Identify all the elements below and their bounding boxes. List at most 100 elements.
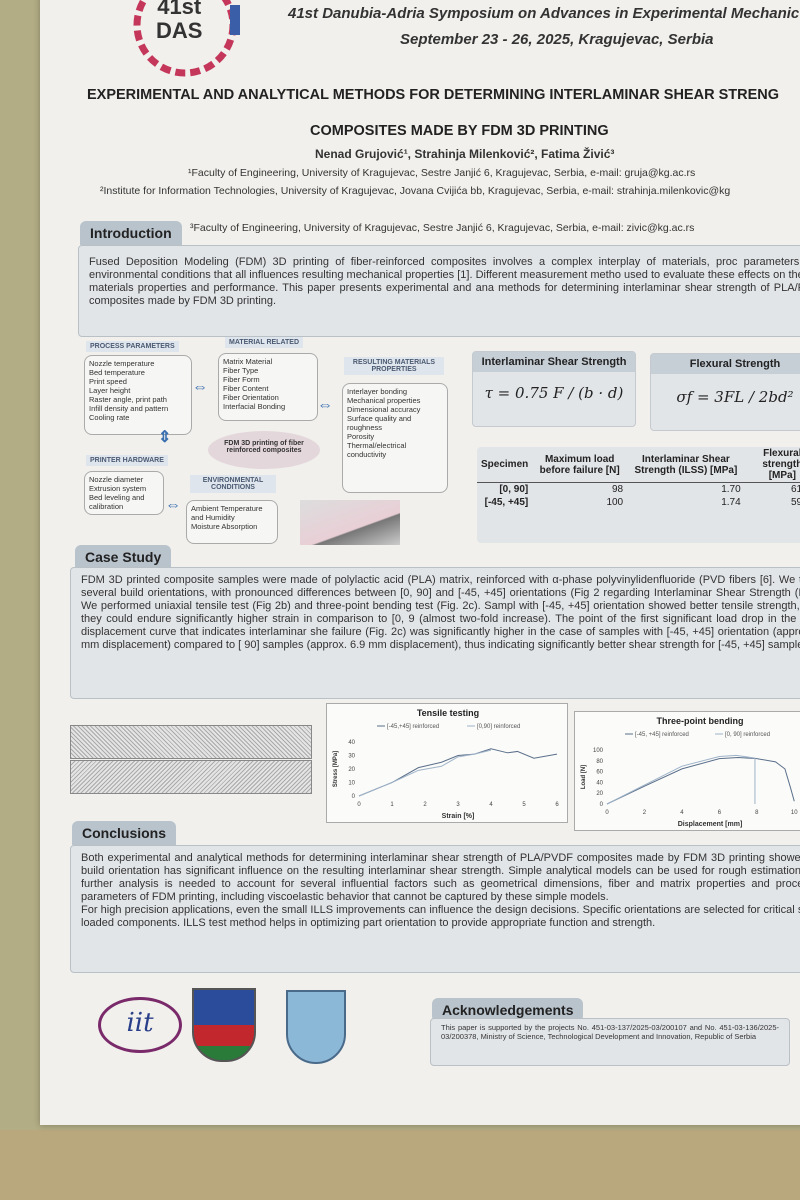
column-header: Maximum load before failure [N] — [539, 453, 620, 476]
introduction-text: Fused Deposition Modeling (FDM) 3D print… — [78, 245, 800, 337]
double-arrow-icon: ⇔ — [317, 397, 333, 414]
x-tick-label: 1 — [390, 802, 394, 808]
cell: 98 — [612, 484, 624, 495]
item: Ambient Temperature and Humidity — [191, 504, 263, 522]
university-crest-logo — [192, 988, 256, 1062]
item: Fiber Content — [223, 384, 269, 393]
x-tick-label: 0 — [357, 802, 361, 808]
results-table: Specimen Maximum load before failure [N]… — [477, 447, 800, 509]
y-tick-label: 20 — [348, 767, 355, 773]
environmental-label: ENVIRONMENTAL CONDITIONS — [190, 475, 276, 493]
y-tick-label: 0 — [600, 802, 604, 808]
introduction-heading: Introduction — [80, 221, 182, 245]
logo-text-das: DAS — [156, 18, 203, 43]
y-tick-label: 30 — [348, 754, 355, 760]
cell: 59.03 — [790, 497, 800, 508]
resulting-properties-label: RESULTING MATERIALS PROPERTIES — [344, 357, 444, 375]
faculty-crest-logo — [286, 990, 346, 1064]
chart-title: Tensile testing — [417, 708, 479, 718]
column-header: Interlaminar Shear Strength (ILSS) [MPa] — [634, 453, 738, 476]
legend-label: [-45,+45] reinforced — [387, 724, 439, 730]
conclusions-box: Both experimental and analytical methods… — [70, 845, 800, 973]
x-tick-label: 10 — [791, 810, 798, 816]
x-tick-label: 4 — [680, 810, 684, 816]
iit-logo: iit — [98, 997, 182, 1053]
process-parameters-label: PROCESS PARAMETERS — [86, 341, 179, 352]
y-tick-label: 80 — [596, 759, 603, 765]
y-axis-label: Load [N] — [581, 765, 587, 789]
item: Surface quality and roughness — [347, 414, 412, 432]
x-tick-label: 6 — [718, 810, 722, 816]
case-study-text: FDM 3D printed composite samples were ma… — [70, 567, 800, 699]
item: Print speed — [89, 377, 127, 386]
table-header-row: Specimen Maximum load before failure [N]… — [477, 447, 800, 483]
cell: 1.70 — [721, 484, 741, 495]
y-tick-label: 10 — [348, 781, 355, 787]
cell: 100 — [606, 497, 624, 508]
double-arrow-icon: ⇔ — [192, 379, 208, 396]
series-line — [606, 757, 795, 805]
resulting-properties-box: Interlayer bonding Mechanical properties… — [342, 383, 448, 493]
flexural-heading: Flexural Strength — [651, 354, 800, 374]
affiliation-1: ¹Faculty of Engineering, University of K… — [188, 167, 696, 179]
item: Bed temperature — [89, 368, 145, 377]
ilss-formula-box: Interlaminar Shear Strength τ = 0.75 F /… — [472, 351, 636, 427]
poster: 41st DAS 41st Danubia-Adria Symposium on… — [40, 0, 800, 1125]
table-row: [0, 90] 98 1.70 61.33 — [477, 482, 800, 497]
flexural-formula: σf = 3FL / 2bd² — [676, 388, 794, 406]
conference-name: 41st Danubia-Adria Symposium on Advances… — [288, 5, 800, 22]
x-tick-label: 0 — [605, 810, 609, 816]
item: Porosity — [347, 432, 375, 441]
legend-label: [0, 90] reinforced — [725, 732, 770, 738]
printer-hardware-label: PRINTER HARDWARE — [86, 455, 168, 466]
y-tick-label: 40 — [596, 780, 603, 786]
item: Moisture Absorption — [191, 522, 258, 531]
cell: [0, 90] — [499, 484, 529, 495]
specimen-image-2 — [70, 760, 312, 794]
conference-date: September 23 - 26, 2025, Kragujevac, Ser… — [400, 31, 714, 48]
tensile-chart-svg: Tensile testing [-45,+45] reinforced [0,90… — [333, 708, 559, 820]
authors: Nenad Grujović¹, Strahinja Milenković², … — [315, 147, 615, 161]
vertical-double-arrow-icon: ⇕ — [158, 429, 172, 446]
x-tick-label: 2 — [643, 810, 647, 816]
material-related-box: Matrix Material Fiber Type Fiber Form Fi… — [218, 353, 318, 421]
results-table-wrap: Specimen Maximum load before failure [N]… — [477, 447, 800, 543]
cell: 1.74 — [721, 497, 741, 508]
paper-title-line1: EXPERIMENTAL AND ANALYTICAL METHODS FOR … — [87, 87, 779, 103]
y-tick-label: 40 — [348, 740, 355, 746]
cell: 61.33 — [790, 484, 800, 495]
cell: [-45, +45] — [484, 497, 529, 508]
bending-chart: Three-point bending [-45, +45] reinforced… — [574, 711, 800, 831]
das-logo: 41st DAS — [130, 0, 290, 77]
paper-title-line2: COMPOSITES MADE BY FDM 3D PRINTING — [310, 123, 609, 139]
y-tick-label: 20 — [596, 791, 603, 797]
y-tick-label: 60 — [596, 770, 603, 776]
item: Fiber Form — [223, 375, 260, 384]
bending-chart-svg: Three-point bending [-45, +45] reinforced… — [581, 716, 798, 828]
item: Matrix Material — [223, 357, 273, 366]
item: Interfacial Bonding — [223, 402, 286, 411]
tensile-chart: Tensile testing [-45,+45] reinforced [0,90… — [326, 703, 568, 823]
printer-hardware-box: Nozzle diameter Extrusion system Bed lev… — [84, 471, 164, 515]
item: Nozzle diameter — [89, 475, 144, 484]
item: Extrusion system — [89, 484, 147, 493]
y-tick-label: 100 — [593, 748, 604, 754]
ilss-formula: τ = 0.75 F / (b · d) — [484, 384, 624, 402]
x-tick-label: 5 — [522, 802, 526, 808]
item: Fiber Orientation — [223, 393, 279, 402]
chart-title: Three-point bending — [657, 716, 744, 726]
x-tick-label: 8 — [755, 810, 759, 816]
series-line — [606, 754, 756, 805]
wall-floor — [0, 1130, 800, 1200]
series-line — [358, 748, 558, 797]
column-header: Specimen — [481, 459, 529, 470]
x-tick-label: 4 — [489, 802, 493, 808]
series-line — [358, 749, 492, 797]
flexural-formula-box: Flexural Strength σf = 3FL / 2bd² — [650, 353, 800, 431]
case-study-heading: Case Study — [75, 545, 172, 569]
x-tick-label: 2 — [423, 802, 427, 808]
item: Interlayer bonding — [347, 387, 408, 396]
ilss-heading: Interlaminar Shear Strength — [473, 352, 635, 372]
conclusions-heading: Conclusions — [72, 821, 177, 845]
item: Mechanical properties — [347, 396, 421, 405]
